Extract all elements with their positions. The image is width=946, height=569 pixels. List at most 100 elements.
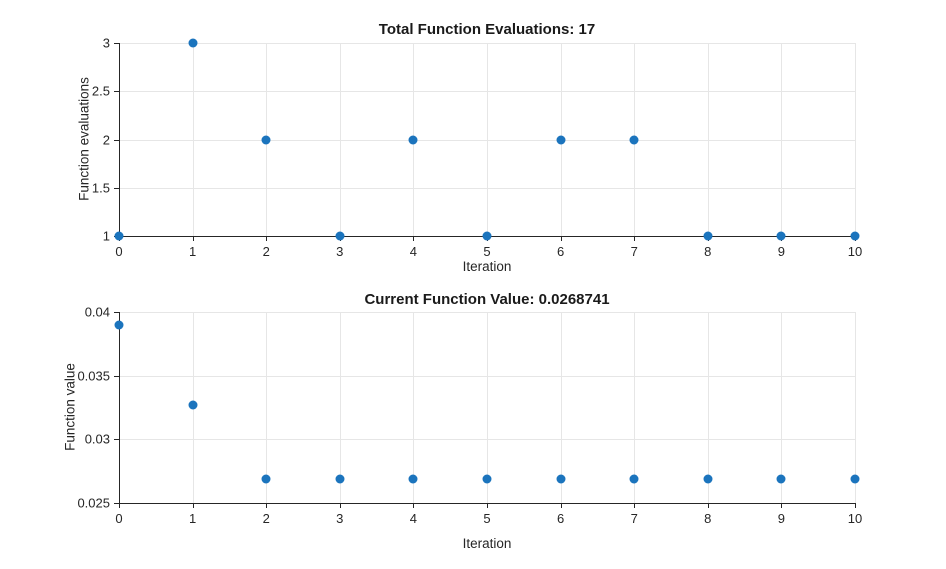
- y-tick-mark: [114, 312, 119, 313]
- data-point: [850, 474, 860, 484]
- bottom-x-axis-label: Iteration: [462, 536, 512, 551]
- x-tick-label: 1: [188, 244, 197, 259]
- data-point: [556, 135, 566, 144]
- x-tick-mark: [560, 503, 562, 508]
- data-point: [188, 400, 198, 410]
- x-tick-label: 4: [409, 511, 418, 526]
- x-tick-label: 9: [777, 511, 786, 526]
- x-tick-mark: [634, 236, 636, 241]
- y-gridline: [119, 187, 855, 189]
- x-gridline: [266, 312, 268, 503]
- x-tick-label: 8: [704, 244, 712, 259]
- data-point: [335, 231, 345, 241]
- data-point: [556, 474, 566, 484]
- data-point: [850, 231, 860, 241]
- bottom-plot-area: 0 1 2 3 4 5 6 7 8 9 10 0.025 0.03 0.035 0.04: [77, 306, 862, 526]
- x-gridline: [634, 312, 636, 503]
- data-point: [261, 135, 271, 144]
- y-tick-label: 3: [102, 35, 110, 51]
- x-gridline: [855, 43, 856, 236]
- x-gridline: [487, 312, 488, 503]
- x-tick-mark: [413, 503, 415, 508]
- x-tick-label: 4: [409, 244, 418, 259]
- y-gridline: [119, 139, 855, 141]
- bottom-y-axis-label: Function value: [62, 363, 78, 451]
- y-tick-mark: [114, 139, 119, 141]
- x-tick-mark: [560, 236, 562, 241]
- x-tick-label: 5: [483, 511, 491, 526]
- x-gridline: [855, 312, 856, 503]
- data-point: [776, 474, 786, 484]
- x-tick-mark: [119, 503, 120, 508]
- x-tick-label: 1: [188, 511, 197, 526]
- x-tick-label: 9: [777, 244, 786, 259]
- x-tick-label: 6: [556, 244, 565, 259]
- y-tick-mark: [114, 439, 119, 441]
- y-axis-line: [119, 312, 120, 504]
- bottom-chart-title: Current Function Value: 0.0268741: [364, 291, 610, 308]
- data-point: [703, 474, 713, 484]
- y-tick-mark: [114, 375, 119, 377]
- data-point: [629, 474, 639, 484]
- x-tick-label: 0: [115, 244, 123, 259]
- data-point: [482, 474, 492, 484]
- x-tick-label: 7: [630, 511, 638, 526]
- top-x-axis-label: Iteration: [462, 259, 512, 274]
- x-tick-label: 5: [483, 244, 491, 259]
- y-tick-label: 2: [102, 132, 110, 147]
- x-gridline: [413, 312, 415, 503]
- x-axis-line: [119, 503, 855, 504]
- data-point: [776, 231, 786, 241]
- x-tick-label: 0: [115, 511, 123, 526]
- x-tick-mark: [192, 503, 194, 508]
- x-tick-label: 2: [262, 244, 270, 259]
- x-tick-mark: [855, 503, 856, 508]
- y-gridline: [119, 439, 855, 441]
- x-tick-mark: [707, 503, 709, 508]
- x-gridline: [707, 312, 709, 503]
- x-tick-mark: [266, 503, 268, 508]
- y-tick-mark: [114, 43, 119, 44]
- y-gridline: [119, 43, 855, 44]
- top-y-axis-label: Function evaluations: [76, 77, 92, 201]
- y-tick-mark: [114, 187, 119, 189]
- x-tick-label: 8: [704, 511, 712, 526]
- y-tick-label: 0.035: [77, 368, 110, 384]
- x-gridline: [339, 312, 341, 503]
- x-gridline: [781, 312, 783, 503]
- y-gridline: [119, 375, 855, 377]
- data-point: [114, 320, 124, 330]
- data-point: [703, 231, 713, 241]
- x-tick-label: 10: [847, 244, 863, 259]
- x-tick-mark: [487, 503, 488, 508]
- y-gridline: [119, 312, 855, 313]
- y-tick-label: 1: [102, 228, 110, 244]
- x-tick-label: 3: [336, 511, 344, 526]
- x-tick-mark: [781, 503, 783, 508]
- y-tick-label: 1.5: [91, 180, 110, 196]
- data-point: [408, 474, 418, 484]
- x-tick-mark: [339, 503, 341, 508]
- x-tick-label: 7: [630, 244, 638, 259]
- x-tick-mark: [634, 503, 636, 508]
- data-point: [408, 135, 418, 144]
- data-point: [114, 231, 124, 241]
- x-tick-mark: [266, 236, 268, 241]
- y-axis-line: [119, 43, 120, 237]
- x-tick-label: 2: [262, 511, 270, 526]
- x-gridline: [560, 312, 562, 503]
- top-chart-title: Total Function Evaluations: 17: [378, 21, 596, 38]
- y-tick-label: 0.04: [84, 304, 110, 320]
- top-plot-area: 0 1 2 3 4 5 6 7 8 9 10 1 1.5 2 2.5 3: [92, 37, 862, 259]
- data-point: [482, 231, 492, 241]
- x-tick-mark: [413, 236, 415, 241]
- data-point: [335, 474, 345, 484]
- y-tick-label: 2.5: [91, 83, 110, 99]
- y-gridline: [119, 91, 855, 93]
- x-tick-label: 10: [847, 511, 863, 526]
- data-point: [261, 474, 271, 484]
- x-tick-mark: [192, 236, 194, 241]
- data-point: [629, 135, 639, 144]
- data-point: [188, 38, 198, 48]
